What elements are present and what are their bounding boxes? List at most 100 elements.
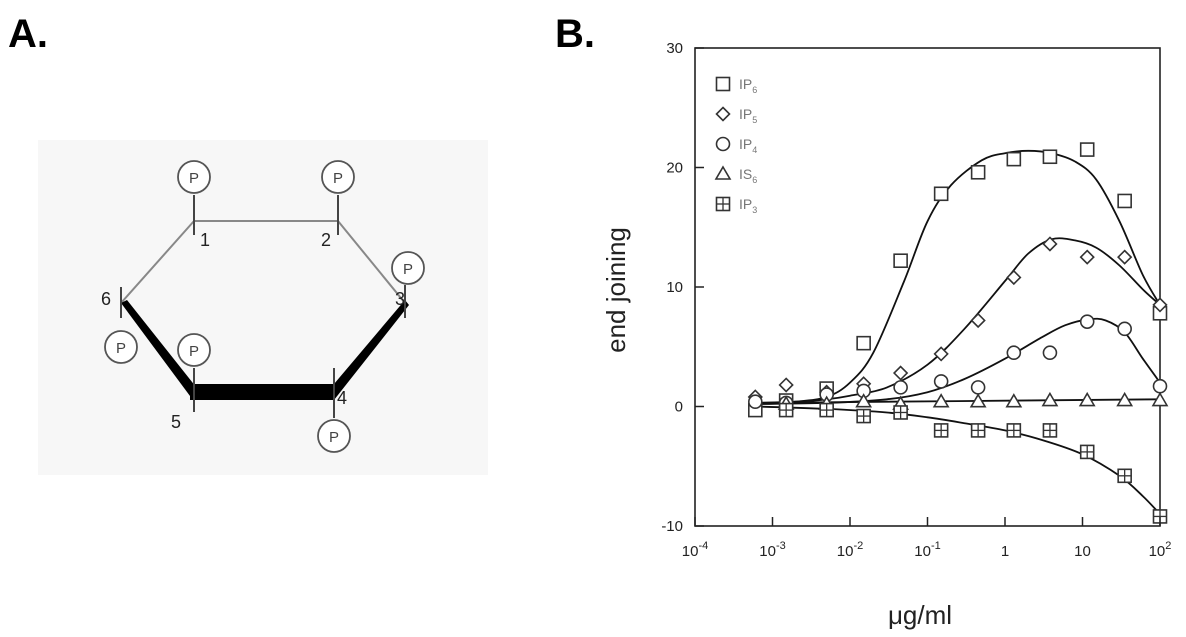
point-IP3 xyxy=(819,402,834,418)
legend-item-IP4: IP4 xyxy=(715,136,757,155)
y-axis-label: end joining xyxy=(601,227,631,353)
point-IP6 xyxy=(856,335,871,351)
point-IS6 xyxy=(855,393,873,408)
bond-6-1 xyxy=(120,220,195,304)
point-IP3 xyxy=(933,423,949,438)
bond-3-4 xyxy=(334,300,409,400)
point-IS6 xyxy=(969,393,987,408)
point-IP6 xyxy=(970,164,986,180)
x-tick-label: 1 xyxy=(1001,543,1009,560)
point-IS6 xyxy=(1116,391,1134,407)
point-IP6 xyxy=(893,253,908,269)
fit-curves xyxy=(755,149,1161,515)
point-IP3 xyxy=(1006,423,1022,438)
y-tick-label: 0 xyxy=(675,399,683,416)
ring-position-5: 5 xyxy=(171,412,181,432)
legend-item-IS6: IS6 xyxy=(714,165,757,185)
point-IP4 xyxy=(1042,345,1058,361)
phosphate-group: P xyxy=(321,160,355,194)
bond-2-3 xyxy=(337,220,406,304)
point-IP4 xyxy=(1152,378,1168,394)
x-axis-label: μg/ml xyxy=(888,600,952,630)
phosphate-circle xyxy=(177,333,211,367)
point-IP4 xyxy=(748,394,763,410)
point-IP3 xyxy=(970,423,986,438)
point-IS6 xyxy=(1151,391,1169,407)
legend-marker-IS6 xyxy=(714,165,732,180)
diagram-background xyxy=(38,140,488,475)
point-IP3 xyxy=(778,402,794,418)
phosphate-circle xyxy=(104,330,138,364)
point-IP3 xyxy=(893,405,908,420)
phosphate-label: P xyxy=(333,170,343,187)
legend: IP6 IP5 IP4 IS6 IP3 xyxy=(714,76,757,215)
point-IP6 xyxy=(1117,193,1132,209)
point-IP4 xyxy=(933,374,949,389)
point-IP3 xyxy=(1079,444,1095,460)
point-IP6 xyxy=(1079,142,1095,157)
point-IP6 xyxy=(1042,149,1058,165)
point-IP5 xyxy=(970,312,986,329)
data-markers xyxy=(747,142,1169,524)
point-IP3 xyxy=(1117,468,1132,484)
point-IP5 xyxy=(1117,249,1133,265)
x-tick-label: 10-1 xyxy=(914,540,940,560)
phosphate-group: P xyxy=(177,333,211,367)
legend-label-IP5: IP5 xyxy=(739,106,757,125)
fit-curve-IP3 xyxy=(755,405,1161,515)
legend-marker-IP4 xyxy=(715,136,731,152)
legend-label-IS6: IS6 xyxy=(739,166,757,185)
ring-position-4: 4 xyxy=(337,388,347,408)
point-IP6 xyxy=(1006,151,1022,167)
point-IS6 xyxy=(1078,391,1096,407)
phosphate-circle xyxy=(317,419,351,453)
x-tick-label: 10-4 xyxy=(682,540,708,560)
legend-label-IP6: IP6 xyxy=(739,76,757,95)
phosphate-group: P xyxy=(317,419,351,453)
point-IP5 xyxy=(1042,236,1058,252)
bond-5-6 xyxy=(121,300,200,396)
ring-position-1: 1 xyxy=(200,230,210,250)
phosphate-label: P xyxy=(116,340,126,357)
point-IS6 xyxy=(1041,391,1059,407)
ring-position-numbers: 1 2 3 4 5 6 xyxy=(101,230,405,432)
phosphate-circle xyxy=(391,251,425,285)
y-axis-ticks: -10 0 10 20 30 xyxy=(661,40,704,535)
point-IP3 xyxy=(1042,423,1058,438)
point-IP5 xyxy=(933,346,949,362)
point-IP5 xyxy=(1152,297,1168,313)
point-IP3 xyxy=(856,408,871,424)
point-IP4 xyxy=(1079,314,1095,329)
x-tick-label: 10-2 xyxy=(837,540,863,560)
phosphate-label: P xyxy=(189,170,199,187)
legend-label-IP3: IP3 xyxy=(739,196,757,215)
y-tick-label: 20 xyxy=(666,160,683,177)
y-tick-label: 30 xyxy=(666,40,683,57)
point-IP4 xyxy=(893,380,908,395)
fit-curve-IP6 xyxy=(755,149,1161,405)
point-IP5 xyxy=(1006,269,1022,286)
x-tick-label: 102 xyxy=(1149,540,1172,560)
inositol-ring-diagram: P P P P P P 1 2 3 4 5 6 xyxy=(38,140,488,475)
phosphate-group: P xyxy=(177,160,211,194)
legend-marker-IP6 xyxy=(715,76,731,92)
x-tick-label: 10-3 xyxy=(759,540,785,560)
point-IP5 xyxy=(778,377,794,393)
phosphate-group: P xyxy=(391,251,425,285)
phosphate-stems xyxy=(120,195,406,418)
legend-label-IP4: IP4 xyxy=(739,136,757,155)
phosphate-circle xyxy=(321,160,355,194)
ring-position-2: 2 xyxy=(321,230,331,250)
phosphate-label: P xyxy=(189,343,199,360)
phosphate-label: P xyxy=(329,429,339,446)
point-IP4 xyxy=(1006,345,1022,361)
phosphate-label: P xyxy=(403,261,413,278)
fit-curve-IP4 xyxy=(755,317,1161,405)
legend-item-IP5: IP5 xyxy=(715,106,757,125)
ring-position-6: 6 xyxy=(101,289,111,309)
ring-thin-bonds xyxy=(120,220,406,304)
panel-a-label: A. xyxy=(8,12,48,56)
fit-curve-IP5 xyxy=(755,237,1161,404)
point-IS6 xyxy=(1005,393,1023,408)
panel-b-label: B. xyxy=(555,12,595,56)
